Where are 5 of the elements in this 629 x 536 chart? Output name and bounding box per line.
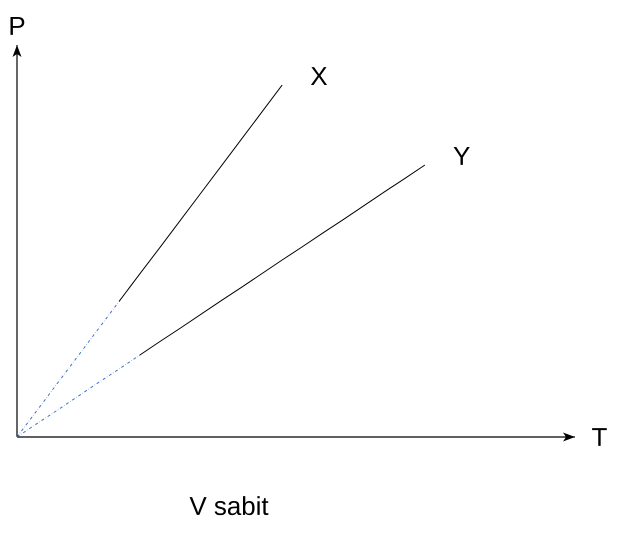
text: T: [592, 428, 607, 446]
text: V sabit: [190, 496, 268, 516]
series-label: X: [310, 67, 328, 85]
y-axis-title: P: [10, 17, 24, 35]
series-label: Y: [454, 146, 470, 165]
